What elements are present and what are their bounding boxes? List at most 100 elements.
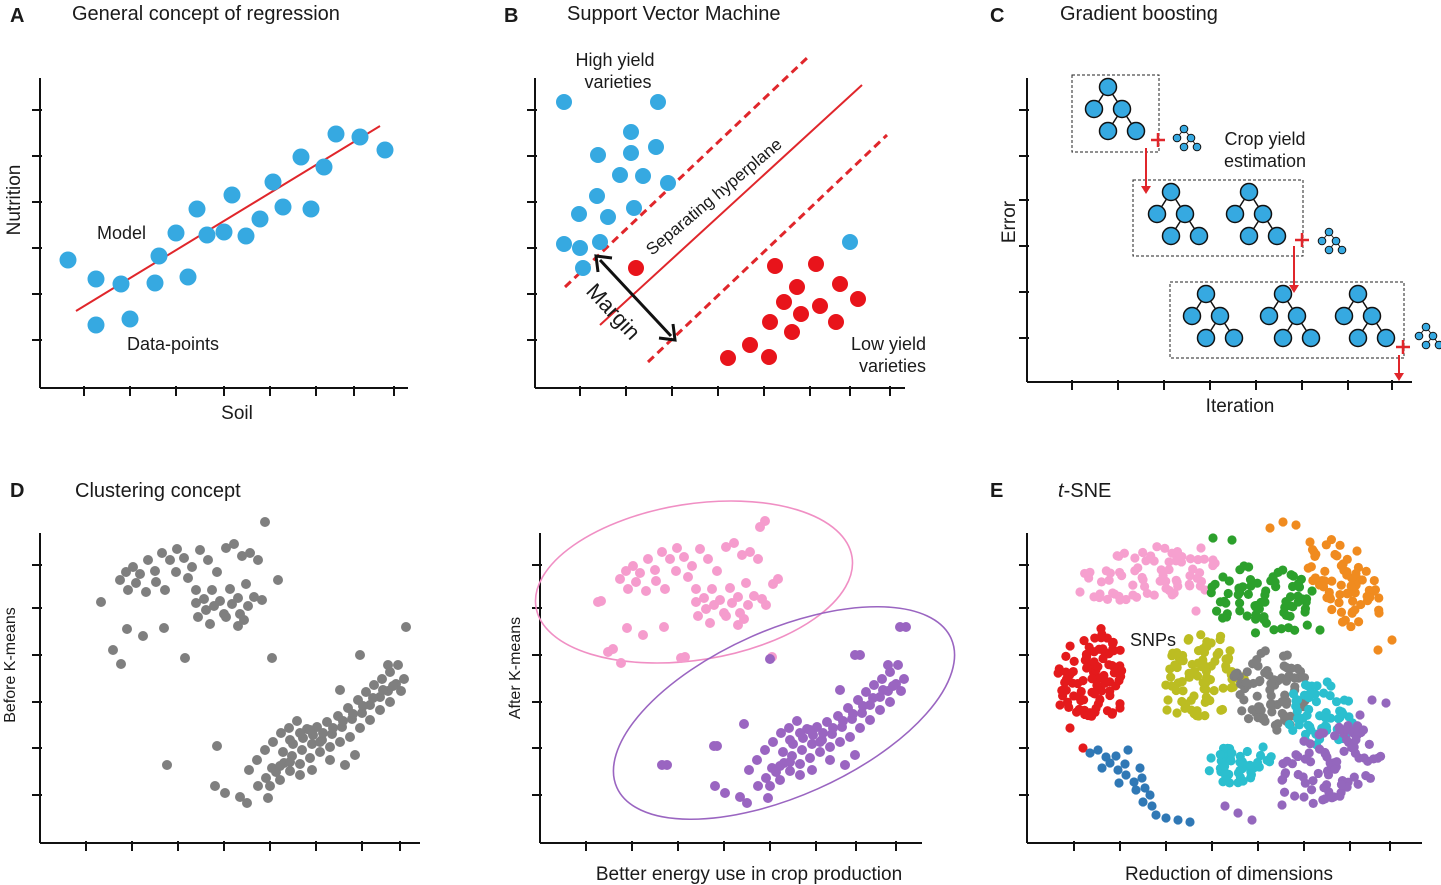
pink-cluster-point	[659, 622, 669, 632]
pink-cluster-point	[701, 604, 711, 614]
tsne-green-point	[1290, 625, 1300, 635]
tsne-blue-point	[1147, 801, 1157, 811]
tsne-orange-point	[1305, 537, 1315, 547]
pink-cluster-point	[741, 578, 751, 588]
purple-cluster-point	[885, 697, 895, 707]
tree-node	[1196, 284, 1216, 304]
before-kmeans-point	[260, 745, 270, 755]
tsne-orange-point	[1374, 605, 1384, 615]
tsne-orange-point	[1320, 566, 1330, 576]
tsne-olive-point	[1214, 647, 1224, 658]
tsne-gray-point	[1282, 650, 1292, 660]
tsne-pink-point	[1130, 553, 1140, 563]
tsne-purple-point	[1365, 773, 1376, 783]
tsne-pink-point	[1115, 595, 1125, 605]
boosting-arrows	[1141, 133, 1410, 381]
tsne-cyan-point	[1331, 697, 1342, 707]
tsne-pink-point	[1196, 543, 1206, 553]
purple-cluster-point	[888, 681, 898, 691]
tsne-red-point	[1115, 645, 1125, 655]
pink-cluster-point	[745, 547, 755, 557]
tsne-red-point	[1087, 674, 1097, 684]
tsne-purple-point	[1349, 742, 1359, 752]
tsne-olive-point	[1172, 708, 1182, 718]
tsne-cyan-point	[1343, 696, 1354, 706]
tsne-purple-point	[1335, 791, 1345, 801]
purple-cluster-point	[709, 741, 719, 751]
tsne-orange-point	[1342, 554, 1352, 564]
tsne-olive-point	[1225, 646, 1235, 656]
before-kmeans-point	[325, 755, 335, 765]
tsne-purple-point	[1308, 776, 1318, 786]
before-kmeans-point	[368, 693, 378, 703]
tsne-green-point	[1281, 597, 1291, 607]
before-kmeans-point	[340, 760, 350, 770]
high-yield-label-1: High yield	[575, 50, 654, 70]
before-kmeans-point	[295, 728, 305, 738]
tsne-red-point	[1084, 642, 1094, 652]
purple-cluster-point	[828, 723, 838, 733]
tsne-purple-point	[1279, 787, 1290, 797]
before-kmeans-point	[325, 742, 335, 752]
tsne-red-point	[1061, 685, 1071, 695]
tree-node	[1267, 226, 1287, 246]
pink-cluster-ring	[534, 500, 854, 664]
tsne-cyan-point	[1204, 766, 1214, 776]
before-kmeans-point	[179, 553, 189, 563]
tsne-olive-point	[1201, 685, 1211, 695]
pink-cluster-point	[691, 597, 701, 607]
tree-node	[1084, 99, 1104, 119]
tsne-cyan-point	[1242, 746, 1252, 757]
panel-e-title-italic: t	[1058, 480, 1065, 502]
pink-cluster-point	[761, 600, 771, 610]
tsne-orange-point	[1335, 589, 1345, 600]
before-kmeans-point	[237, 551, 247, 561]
small-tree-node	[1192, 142, 1202, 152]
tsne-olive-point	[1201, 692, 1211, 702]
data-point	[87, 270, 105, 288]
pink-cluster-point	[743, 600, 753, 610]
purple-cluster-point	[797, 745, 807, 755]
tsne-red-point	[1079, 695, 1089, 705]
pink-cluster-point	[593, 597, 603, 607]
high-yield-point	[600, 209, 616, 225]
tsne-red-point	[1093, 662, 1103, 672]
tsne-purple-point	[1277, 800, 1287, 810]
tsne-green-point	[1261, 618, 1271, 628]
pink-cluster-point	[621, 566, 631, 576]
before-kmeans-point	[257, 595, 267, 605]
tsne-purple-point	[1349, 772, 1359, 782]
tsne-purple-point	[1336, 779, 1347, 790]
tsne-pink-point	[1075, 587, 1085, 597]
tsne-green-point	[1239, 561, 1249, 571]
high-yield-point	[590, 147, 606, 163]
tree-node	[1147, 204, 1167, 224]
tsne-purple-point	[1367, 695, 1377, 705]
tsne-green-point	[1234, 598, 1245, 608]
tsne-gray-point	[1279, 710, 1289, 720]
before-kmeans-point	[345, 732, 355, 742]
before-kmeans-point	[205, 619, 215, 629]
high-yield-point	[556, 94, 572, 110]
before-kmeans-point	[358, 701, 368, 711]
hyperplane-label: Separating hyperplane	[642, 135, 785, 260]
pink-cluster-point	[615, 574, 625, 584]
data-point	[167, 224, 185, 242]
before-kmeans-point	[275, 775, 285, 785]
panel-d-right-axes	[539, 533, 922, 844]
panel-c: C Gradient boosting Crop yield estimatio…	[990, 3, 1441, 417]
tsne-gray-point	[1230, 669, 1240, 679]
before-kmeans-point	[396, 686, 406, 696]
tsne-red-point	[1086, 711, 1097, 721]
tsne-red-point	[1087, 687, 1097, 697]
purple-cluster-point	[848, 709, 858, 719]
purple-cluster-point	[752, 755, 762, 765]
tsne-orange-point	[1327, 576, 1337, 586]
purple-cluster-point	[765, 654, 775, 664]
before-kmeans-point	[335, 737, 345, 747]
tsne-green-point	[1270, 577, 1280, 587]
tree-node	[1376, 328, 1396, 348]
pink-cluster-point	[768, 579, 778, 589]
tsne-cyan-point	[1215, 749, 1225, 760]
before-kmeans-point	[285, 757, 295, 767]
